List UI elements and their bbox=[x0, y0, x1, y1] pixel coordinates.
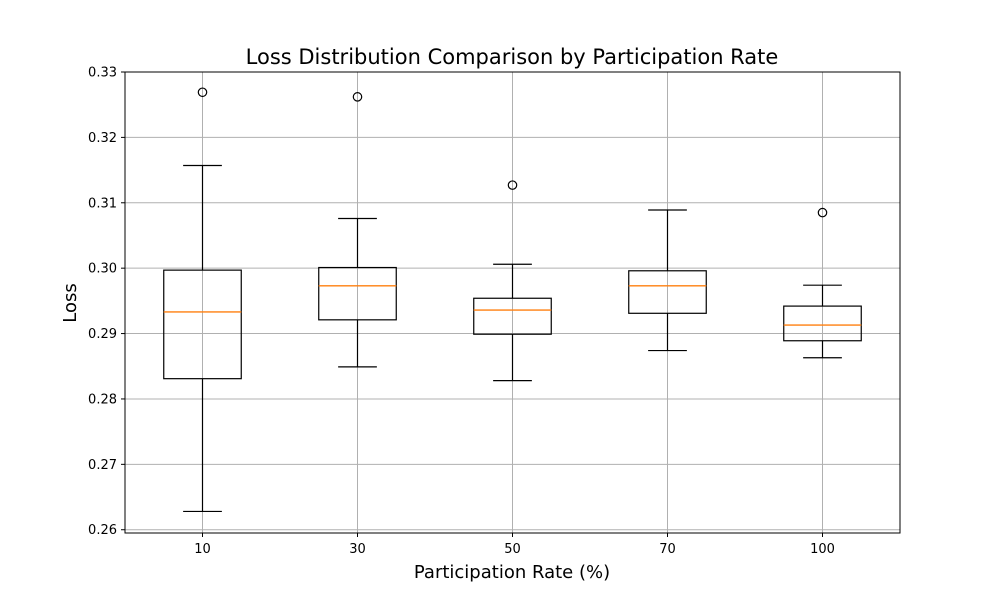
box-group-50 bbox=[473, 180, 552, 382]
iqr-box bbox=[783, 305, 862, 342]
y-tick-label: 0.31 bbox=[88, 196, 117, 211]
y-tick-label: 0.27 bbox=[88, 458, 117, 473]
iqr-box bbox=[163, 269, 242, 380]
box-group-70 bbox=[628, 209, 707, 352]
y-tick-label: 0.28 bbox=[88, 392, 117, 407]
y-axis-label: Loss bbox=[60, 283, 81, 322]
iqr-box bbox=[473, 297, 552, 335]
x-axis-label: Participation Rate (%) bbox=[414, 562, 610, 583]
outlier-point bbox=[197, 87, 208, 98]
box-series bbox=[163, 87, 862, 513]
y-tick-label: 0.32 bbox=[88, 131, 117, 146]
outlier-point bbox=[507, 180, 518, 190]
box-group-30 bbox=[318, 92, 397, 368]
x-tick-label: 30 bbox=[349, 542, 366, 557]
box-group-100 bbox=[783, 207, 862, 359]
iqr-box bbox=[318, 266, 397, 321]
y-tick-label: 0.29 bbox=[88, 327, 117, 342]
chart-title: Loss Distribution Comparison by Particip… bbox=[246, 45, 779, 69]
y-tick-label: 0.33 bbox=[88, 66, 117, 81]
x-tick-label: 50 bbox=[504, 542, 521, 557]
x-tick-label: 70 bbox=[659, 542, 676, 557]
x-tick-label: 100 bbox=[810, 542, 835, 557]
iqr-box bbox=[628, 270, 707, 314]
x-tick-label: 10 bbox=[194, 542, 211, 557]
y-tick-label: 0.26 bbox=[88, 523, 117, 538]
box-group-10 bbox=[163, 87, 242, 513]
axis-ticks: 0.26 0.27 0.28 0.29 0.30 0.31 0.32 0.33 10 30 50 70… bbox=[88, 66, 835, 558]
outlier-point bbox=[817, 207, 828, 218]
y-tick-label: 0.30 bbox=[88, 262, 117, 277]
outlier-point bbox=[352, 92, 363, 102]
